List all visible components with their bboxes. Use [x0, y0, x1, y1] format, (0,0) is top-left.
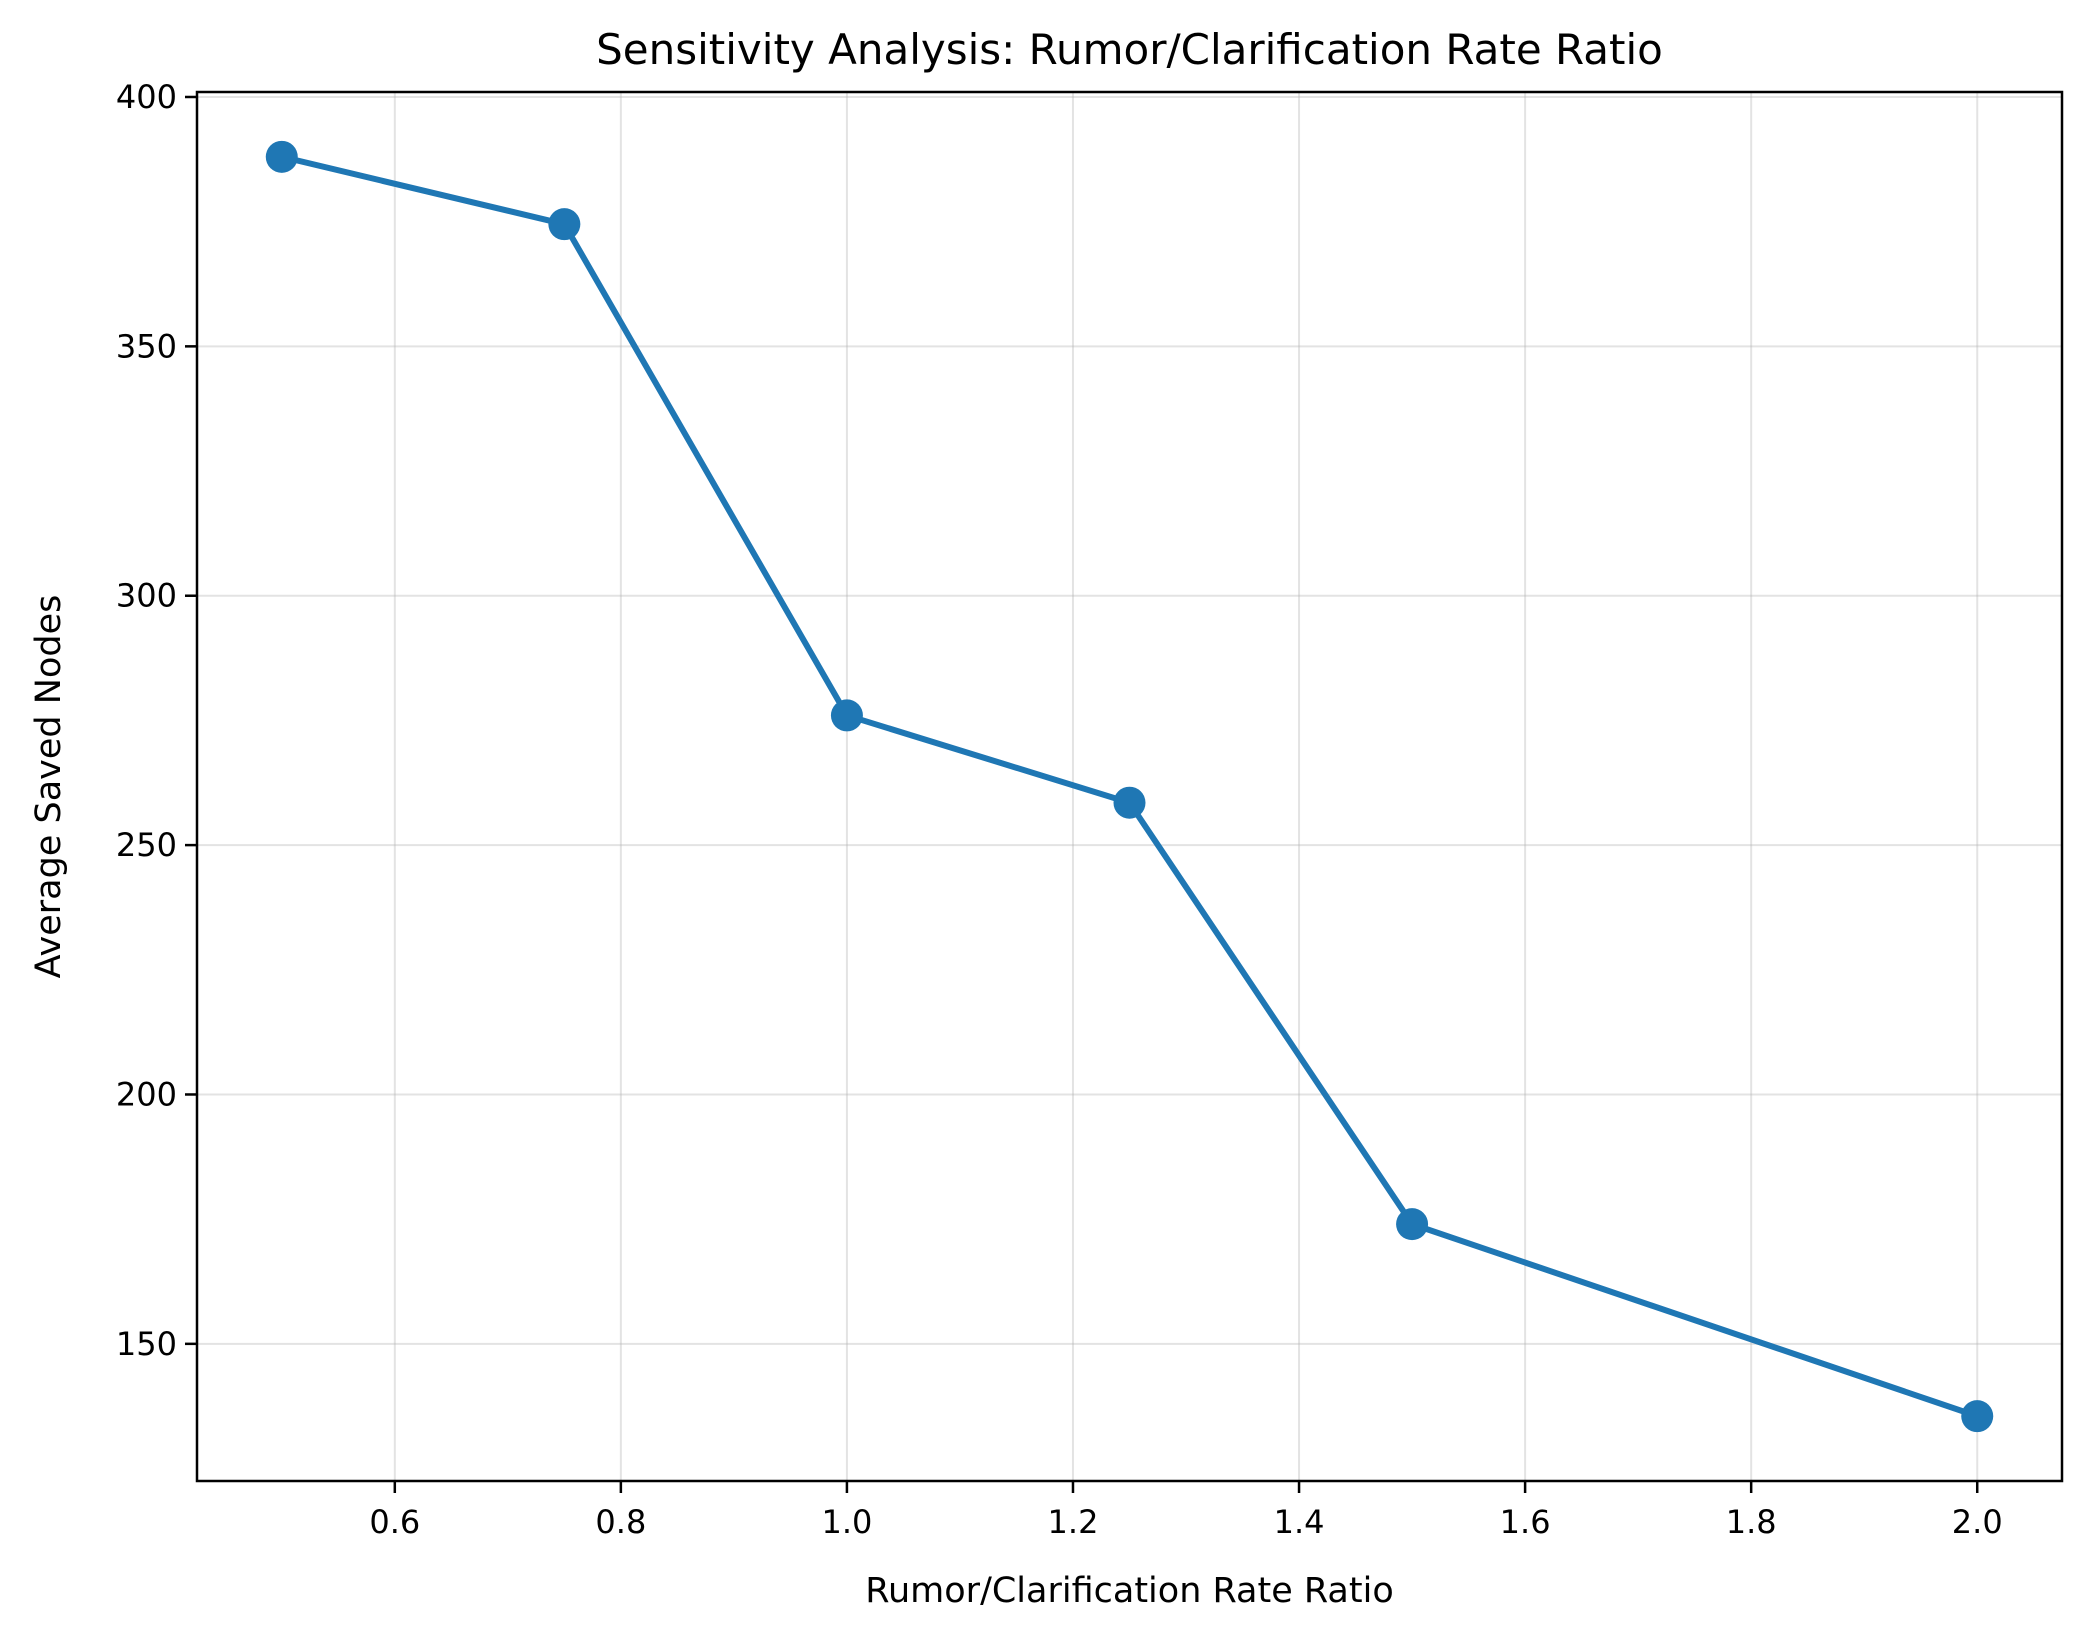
x-tick-label: 0.8 [595, 1503, 646, 1541]
y-tick-label: 150 [116, 1325, 177, 1363]
x-tick-label: 1.4 [1274, 1503, 1325, 1541]
y-tick-label: 200 [116, 1075, 177, 1113]
x-tick-label: 1.6 [1500, 1503, 1551, 1541]
data-point [830, 699, 863, 732]
x-tick-label: 1.0 [821, 1503, 872, 1541]
data-point [548, 208, 581, 241]
data-point [1961, 1400, 1994, 1433]
plot-area-frame [195, 90, 2064, 1483]
x-tick-label: 1.2 [1048, 1503, 1099, 1541]
x-tick-label: 1.8 [1726, 1503, 1777, 1541]
chart-title: Sensitivity Analysis: Rumor/Clarificatio… [596, 25, 1663, 74]
data-point [1113, 786, 1146, 819]
series-layer [265, 140, 1994, 1433]
x-tick-label: 2.0 [1952, 1503, 2003, 1541]
x-tick-label: 0.6 [369, 1503, 420, 1541]
data-point [1396, 1208, 1429, 1241]
grid-lines [197, 92, 2062, 1481]
series-line [278, 153, 1982, 1420]
y-axis-label: Average Saved Nodes [29, 595, 69, 979]
y-tick-label: 250 [116, 826, 177, 864]
axis-ticks: 0.6 0.8 1.0 1.2 1.4 1.6 1.8 2.0 150 200 250 300 350 4… [116, 78, 2003, 1541]
data-point [265, 140, 298, 173]
y-tick-label: 350 [116, 327, 177, 365]
y-tick-label: 400 [116, 78, 177, 116]
x-axis-label: Rumor/Clarification Rate Ratio [865, 1571, 1394, 1611]
y-tick-label: 300 [116, 577, 177, 615]
